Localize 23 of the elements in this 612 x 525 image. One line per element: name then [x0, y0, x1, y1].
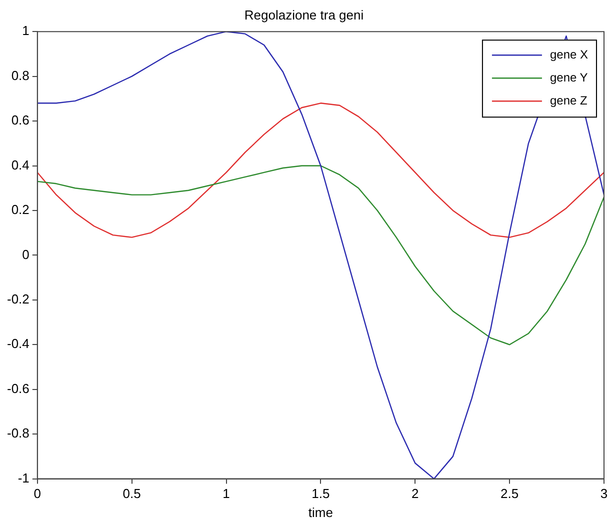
y-tick-label: -0.8 [6, 426, 30, 441]
legend-label: gene Z [550, 93, 588, 108]
y-tick-label: 0.2 [11, 202, 30, 218]
y-tick-label: -0.6 [6, 380, 30, 396]
x-axis-title: time [308, 504, 333, 520]
x-tick-label: 2 [412, 486, 419, 502]
x-tick-label: 0.5 [122, 486, 141, 502]
y-tick-label: 0 [22, 246, 30, 262]
y-tick-label: -1 [18, 470, 30, 486]
legend-label: gene X [550, 47, 588, 62]
legend-label: gene Y [550, 70, 588, 84]
y-tick-label: 0.6 [11, 112, 30, 128]
x-tick-label: 1 [222, 486, 230, 502]
chart-title: Regolazione tra geni [244, 7, 364, 22]
x-tick-label: 0 [34, 486, 42, 502]
y-tick-label: -0.2 [6, 292, 30, 306]
y-tick-label: 1 [22, 23, 30, 38]
x-tick-label: 1.5 [312, 486, 330, 502]
y-tick-label: 0.8 [11, 68, 30, 83]
x-tick-label: 3 [600, 486, 608, 502]
x-tick-label: 2.5 [500, 486, 519, 502]
y-tick-label: -0.4 [6, 336, 30, 352]
y-tick-label: 0.4 [11, 157, 30, 172]
